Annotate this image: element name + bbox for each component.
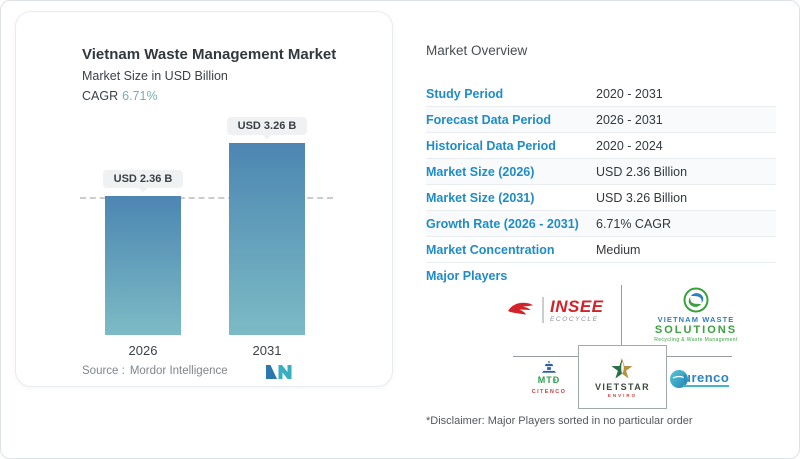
row-label: Market Concentration <box>426 242 555 257</box>
source-label: Source : <box>82 365 125 377</box>
insee-wordmark: INSEE <box>550 296 604 316</box>
chart-cagr: CAGR 6.71% <box>82 89 158 103</box>
row-value: USD 2.36 Billion <box>596 164 688 179</box>
logo-citenco: MTĐ CITENCO <box>518 361 580 395</box>
table-row: Growth Rate (2026 - 2031) 6.71% CAGR <box>426 211 776 237</box>
market-overview-panel: Market Overview Study Period 2020 - 2031… <box>426 1 778 458</box>
citenco-monogram: MTĐ <box>537 375 561 385</box>
row-label: Growth Rate (2026 - 2031) <box>426 216 579 231</box>
x-tick-2031: 2031 <box>252 343 282 358</box>
market-chart-card: Vietnam Waste Management Market Market S… <box>15 11 393 387</box>
vietstar-sub-wordmark: ENVIRO <box>607 392 638 398</box>
row-label: Study Period <box>426 86 504 101</box>
disclaimer-text: *Disclaimer: Major Players sorted in no … <box>426 415 693 427</box>
urenco-globe-icon <box>670 370 688 388</box>
vietstar-wordmark: VIETSTAR <box>594 381 651 392</box>
row-value: Medium <box>596 242 641 257</box>
cagr-value: 6.71% <box>122 89 158 103</box>
row-value: USD 3.26 Billion <box>596 190 688 205</box>
insee-divider <box>542 297 544 323</box>
logo-insee-ecocycle: INSEE ECOCYCLE <box>506 297 604 323</box>
insee-sub-wordmark: ECOCYCLE <box>550 315 599 323</box>
logo-urenco: urenco <box>669 369 730 389</box>
table-row: Market Size (2026) USD 2.36 Billion <box>426 159 776 185</box>
source-line: Source : Mordor Intelligence <box>82 365 228 377</box>
table-row: Market Size (2031) USD 3.26 Billion <box>426 185 776 211</box>
chart-subtitle: Market Size in USD Billion <box>82 69 228 83</box>
vietstar-star-icon <box>611 358 633 378</box>
row-value: 6.71% CAGR <box>596 216 672 231</box>
row-label: Market Size (2031) <box>426 190 535 205</box>
table-row: Forecast Data Period 2026 - 2031 <box>426 107 776 133</box>
major-players-label: Major Players <box>426 269 508 283</box>
source-value: Mordor Intelligence <box>129 365 228 377</box>
row-value: 2020 - 2024 <box>596 138 663 153</box>
citenco-wordmark: CITENCO <box>531 389 567 395</box>
connector-vertical-line <box>621 285 622 356</box>
citenco-tower-icon <box>541 361 557 373</box>
row-label: Historical Data Period <box>426 138 556 153</box>
table-row: Historical Data Period 2020 - 2024 <box>426 133 776 159</box>
table-row: Study Period 2020 - 2031 <box>426 81 776 107</box>
reference-dashed-line <box>80 197 333 199</box>
overview-title: Market Overview <box>426 43 528 58</box>
logo-vietstar: VIETSTAR ENVIRO <box>595 357 650 398</box>
row-value: 2020 - 2031 <box>596 86 663 101</box>
vws-wordmark-line1: VIETNAM WASTE <box>657 315 735 324</box>
vws-wordmark-line2: SOLUTIONS <box>654 324 738 336</box>
row-value: 2026 - 2031 <box>596 112 663 127</box>
bar-value-label-2026: USD 2.36 B <box>102 170 184 188</box>
logo-vietnam-waste-solutions: VIETNAM WASTE SOLUTIONS Recycling & Wast… <box>644 287 748 343</box>
vietstar-box: VIETSTAR ENVIRO <box>578 345 667 409</box>
bar-value-label-2031: USD 3.26 B <box>226 117 308 135</box>
cagr-label: CAGR <box>82 89 119 103</box>
overview-table: Study Period 2020 - 2031 Forecast Data P… <box>426 81 776 263</box>
bar-2026 <box>105 196 181 335</box>
insee-eagle-icon <box>508 302 533 315</box>
vws-recycle-globe-icon <box>683 287 709 313</box>
bar-group-2026: USD 2.36 B <box>102 170 184 335</box>
urenco-wordmark: urenco <box>683 370 730 387</box>
chart-title: Vietnam Waste Management Market <box>82 46 337 63</box>
bar-group-2031: USD 3.26 B <box>226 117 308 335</box>
row-label: Market Size (2026) <box>426 164 535 179</box>
table-row: Market Concentration Medium <box>426 237 776 263</box>
x-tick-2026: 2026 <box>128 343 158 358</box>
bar-2031 <box>229 143 305 335</box>
mordor-intelligence-logo-icon <box>266 365 292 379</box>
vws-tagline: Recycling & Waste Management <box>654 337 738 343</box>
row-label: Forecast Data Period <box>426 112 552 127</box>
